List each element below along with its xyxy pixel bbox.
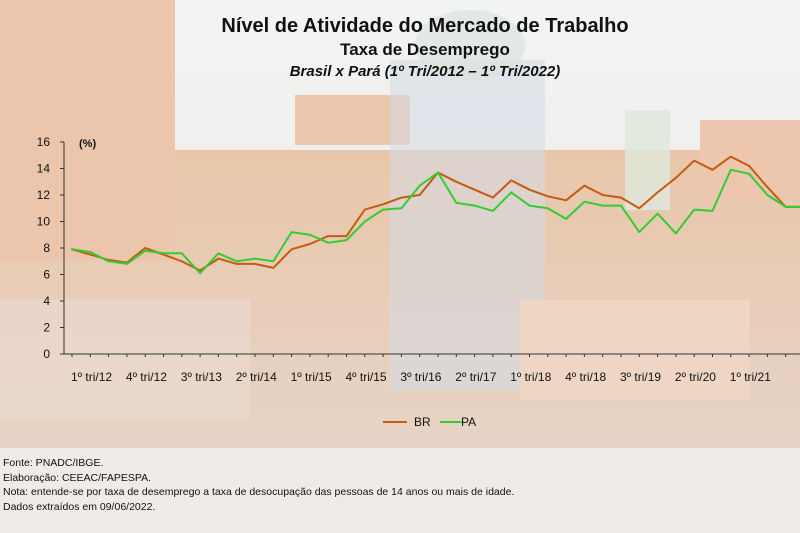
y-tick-label: 4 (43, 294, 50, 308)
x-tick-label: 4º tri/18 (565, 370, 606, 384)
series-line-pa (71, 168, 800, 275)
x-tick-label: 4º tri/15 (346, 370, 387, 384)
y-axis-label: (%) (79, 138, 96, 150)
y-tick-label: 12 (37, 188, 51, 202)
chart-period: Brasil x Pará (1º Tri/2012 – 1º Tri/2022… (289, 63, 561, 80)
source-note: Fonte: PNADC/IBGE. (3, 457, 104, 469)
x-tick-label: 2º tri/14 (236, 370, 277, 384)
chart-subtitle: Taxa de Desemprego (340, 40, 510, 59)
x-tick-label: 2º tri/17 (455, 370, 496, 384)
footer-notes: Fonte: PNADC/IBGE. Elaboração: CEEAC/FAP… (3, 456, 514, 514)
x-tick-label: 3º tri/16 (400, 370, 441, 384)
y-tick-label: 0 (43, 347, 50, 361)
y-tick-label: 10 (37, 215, 51, 229)
y-tick-label: 16 (37, 135, 51, 149)
y-tick-label: 6 (43, 268, 50, 282)
x-tick-label: 1º tri/18 (510, 370, 551, 384)
chart-title: Nível de Atividade do Mercado de Trabalh… (221, 15, 629, 37)
x-tick-label: 1º tri/12 (71, 370, 112, 384)
x-tick-label: 3º tri/13 (181, 370, 222, 384)
definition-note: Nota: entende-se por taxa de desemprego … (3, 486, 515, 498)
x-tick-label: 1º tri/15 (291, 370, 332, 384)
x-tick-label: 3º tri/19 (620, 370, 661, 384)
x-tick-label: 4º tri/12 (126, 370, 167, 384)
title-block: Nível de Atividade do Mercado de Trabalh… (0, 14, 800, 83)
legend-label-br: BR (414, 415, 431, 429)
x-tick-label: 2º tri/20 (675, 370, 716, 384)
y-tick-label: 8 (43, 241, 50, 255)
legend-label-pa: PA (461, 415, 476, 429)
extraction-date-note: Dados extraídos em 09/06/2022. (3, 500, 156, 513)
y-tick-label: 14 (37, 162, 51, 176)
y-tick-label: 2 (43, 321, 50, 335)
elaboration-note: Elaboração: CEEAC/FAPESPA. (3, 471, 152, 484)
x-tick-label: 1º tri/21 (730, 370, 771, 384)
